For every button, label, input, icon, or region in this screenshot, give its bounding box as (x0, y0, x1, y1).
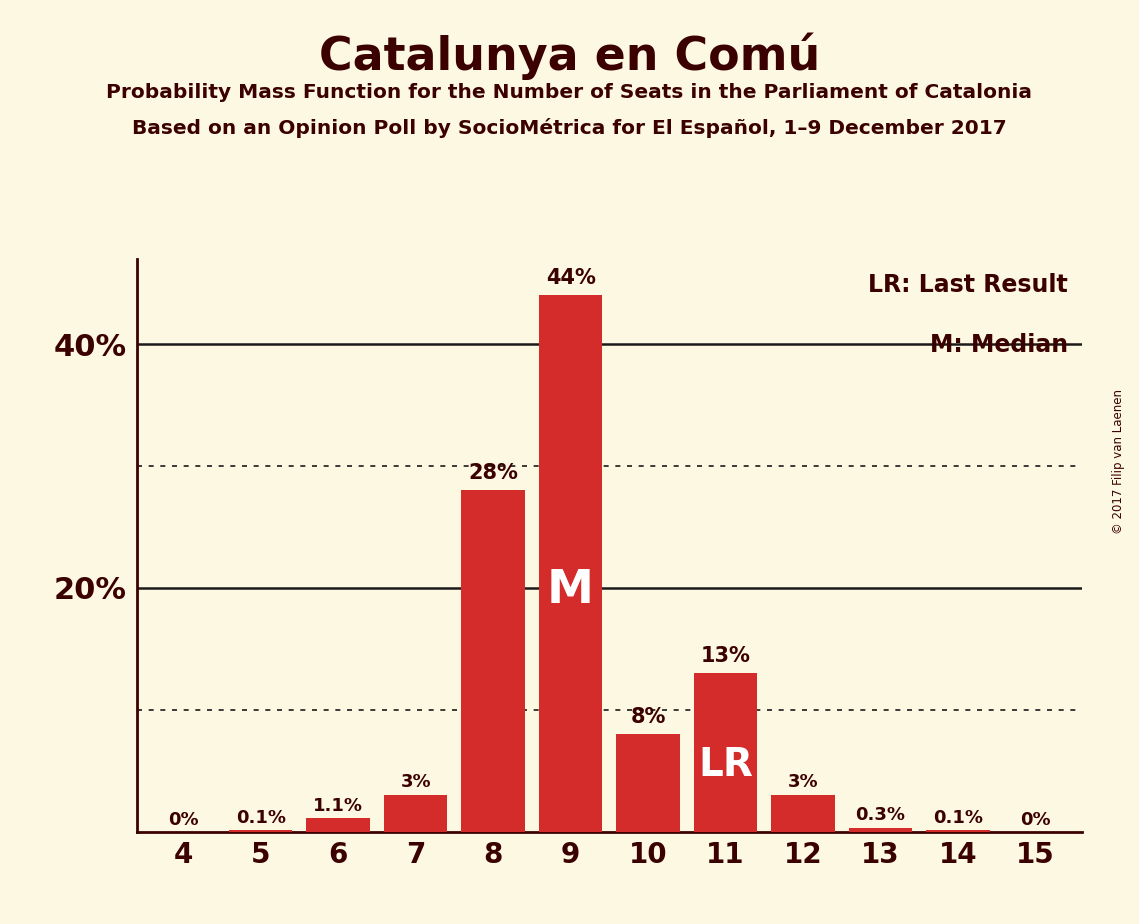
Text: 13%: 13% (700, 646, 751, 666)
Text: 0%: 0% (167, 811, 198, 829)
Text: © 2017 Filip van Laenen: © 2017 Filip van Laenen (1112, 390, 1125, 534)
Bar (539, 296, 603, 832)
Text: 28%: 28% (468, 463, 518, 483)
Text: M: Median: M: Median (929, 334, 1068, 358)
Text: 1.1%: 1.1% (313, 796, 363, 815)
Text: Based on an Opinion Poll by SocioMétrica for El Español, 1–9 December 2017: Based on an Opinion Poll by SocioMétrica… (132, 118, 1007, 139)
Text: Probability Mass Function for the Number of Seats in the Parliament of Catalonia: Probability Mass Function for the Number… (107, 83, 1032, 103)
Bar (384, 795, 448, 832)
Bar (849, 828, 912, 832)
Bar (926, 831, 990, 832)
Bar (306, 818, 370, 832)
Text: 3%: 3% (400, 773, 431, 791)
Text: 0%: 0% (1021, 811, 1051, 829)
Text: Catalunya en Comú: Catalunya en Comú (319, 32, 820, 79)
Text: 44%: 44% (546, 268, 596, 288)
Bar (771, 795, 835, 832)
Text: 8%: 8% (630, 707, 666, 727)
Text: 0.3%: 0.3% (855, 807, 906, 824)
Text: LR: Last Result: LR: Last Result (868, 274, 1068, 297)
Text: M: M (547, 567, 595, 613)
Bar (229, 831, 293, 832)
Bar (461, 491, 525, 832)
Text: 3%: 3% (788, 773, 819, 791)
Bar (694, 674, 757, 832)
Text: 0.1%: 0.1% (933, 808, 983, 827)
Text: 0.1%: 0.1% (236, 808, 286, 827)
Bar (616, 734, 680, 832)
Text: LR: LR (698, 746, 753, 784)
